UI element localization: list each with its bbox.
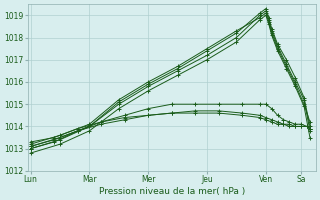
X-axis label: Pression niveau de la mer( hPa ): Pression niveau de la mer( hPa ) [99, 187, 245, 196]
